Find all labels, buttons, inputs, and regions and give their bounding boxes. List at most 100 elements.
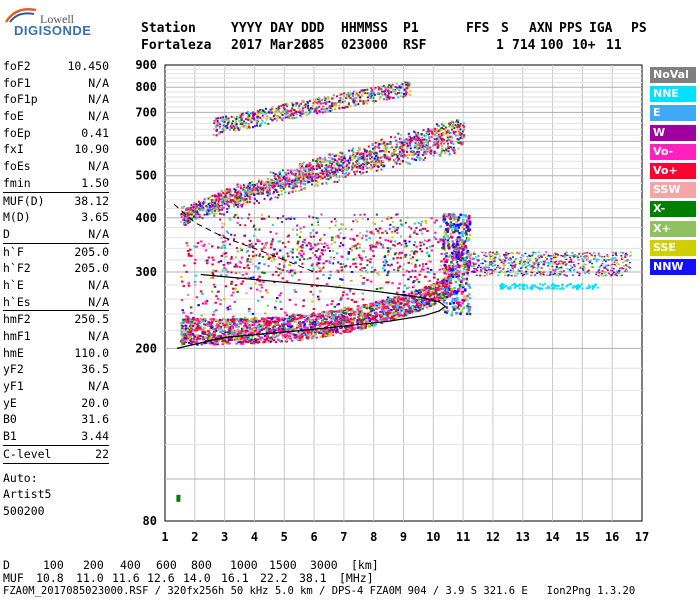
echo-point (294, 314, 297, 317)
echo-point (389, 136, 392, 139)
echo-point (449, 123, 452, 126)
echo-point (340, 296, 343, 299)
echo-point (450, 140, 453, 143)
echo-point (356, 100, 359, 103)
echo-point (373, 152, 376, 155)
echo-point (217, 194, 220, 197)
echo-point (215, 208, 218, 211)
echo-point (195, 318, 199, 321)
echo-point (400, 144, 403, 147)
echo-point (446, 142, 449, 145)
echo-point (350, 299, 354, 302)
echo-point (423, 293, 427, 296)
echo-point (268, 330, 272, 333)
echo-point (437, 133, 440, 136)
echo-point (198, 337, 202, 340)
echo-point (309, 243, 312, 246)
echo-point (298, 104, 301, 107)
echo-point (236, 196, 239, 199)
echo-point (395, 160, 398, 163)
echo-point (389, 299, 392, 302)
echo-point (247, 276, 251, 279)
echo-point (354, 310, 358, 313)
echo-point (392, 314, 396, 317)
echo-point (353, 171, 356, 174)
echo-point (306, 331, 310, 334)
echo-point (210, 199, 213, 202)
echo-point (278, 176, 281, 179)
echo-point (295, 178, 298, 181)
echo-point (284, 182, 287, 185)
echo-point (370, 318, 373, 321)
echo-point (288, 327, 292, 330)
echo-point (320, 329, 323, 332)
echo-point (413, 306, 417, 309)
echo-point (236, 290, 239, 293)
echo-point (351, 149, 354, 152)
echo-point (321, 182, 324, 185)
echo-point (370, 308, 374, 311)
echo-point (387, 158, 390, 161)
echo-point (415, 133, 418, 136)
echo-point (358, 157, 361, 160)
echo-point (399, 297, 403, 300)
echo-point (454, 149, 457, 152)
echo-point (213, 209, 216, 212)
echo-point (385, 281, 388, 284)
echo-point (273, 321, 277, 324)
echo-point (376, 145, 379, 148)
echo-point (311, 171, 314, 174)
echo-point (412, 153, 415, 156)
echo-point (356, 319, 359, 322)
echo-point (228, 342, 231, 345)
echo-point (303, 188, 306, 191)
echo-point (192, 215, 195, 218)
echo-point (397, 266, 400, 269)
echo-point (269, 340, 273, 343)
echo-point (311, 293, 315, 296)
x-tick-label: 1 (161, 530, 168, 544)
echo-point (433, 152, 436, 155)
echo-point (197, 213, 200, 216)
echo-point (319, 335, 322, 338)
header-label-2: DDD (301, 21, 325, 36)
echo-point (437, 144, 440, 147)
echo-point (400, 134, 403, 137)
echo-point (305, 171, 308, 174)
echo-point (331, 166, 334, 169)
echo-point (381, 231, 384, 234)
echo-point (216, 324, 220, 327)
echo-point (388, 312, 391, 315)
echo-point (316, 176, 319, 179)
echo-point (260, 118, 263, 121)
echo-point (261, 189, 264, 192)
echo-point (398, 150, 401, 153)
echo-point (361, 326, 365, 329)
echo-point (278, 171, 281, 174)
echo-point (227, 205, 230, 208)
echo-point (327, 174, 330, 177)
echo-point (286, 109, 289, 112)
echo-point (329, 327, 333, 330)
echo-point (192, 337, 196, 340)
legend-item-ssw: SSW (650, 182, 696, 199)
echo-point (181, 309, 184, 312)
echo-point (186, 327, 190, 330)
echo-point (220, 200, 223, 203)
echo-point (195, 337, 199, 340)
param-value: N/A (88, 92, 109, 107)
echo-point (183, 217, 186, 220)
echo-point (184, 327, 187, 330)
echo-point (439, 288, 442, 291)
echo-point (429, 305, 432, 308)
echo-point (324, 314, 328, 317)
echo-point (462, 128, 465, 131)
echo-point (448, 125, 451, 128)
echo-point (399, 145, 402, 148)
echo-point (351, 158, 354, 161)
echo-point (331, 300, 334, 303)
echo-point (188, 337, 191, 340)
echo-point (394, 312, 397, 315)
echo-point (305, 329, 308, 332)
echo-point (426, 150, 429, 153)
